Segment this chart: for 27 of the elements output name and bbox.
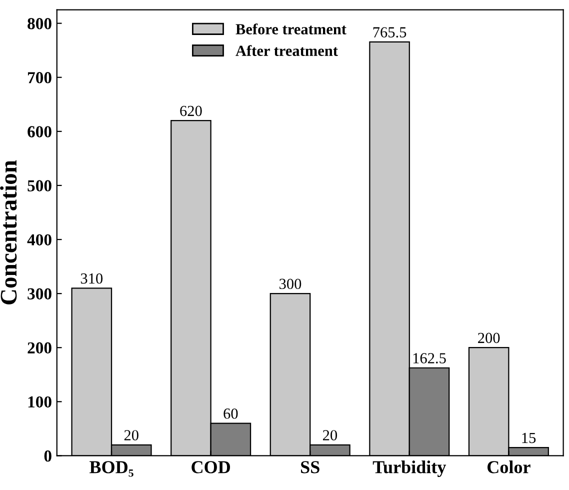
y-tick-label: 400 xyxy=(27,234,52,246)
y-tick-label: 300 xyxy=(28,288,52,300)
y-tick-label: 700 xyxy=(28,72,52,84)
y-tick-label: 100 xyxy=(28,396,52,408)
y-tick-label: 200 xyxy=(28,342,52,354)
data-label: 162.5 xyxy=(413,353,446,364)
data-label: 765.5 xyxy=(373,27,406,38)
x-tick-label: COD xyxy=(192,461,230,474)
data-label: 200 xyxy=(478,332,500,344)
data-label: 620 xyxy=(180,106,202,116)
y-tick-label: 500 xyxy=(28,180,52,192)
data-label: 20 xyxy=(322,430,338,440)
x-tick-label: BOD₅ xyxy=(90,461,134,477)
data-label: 15 xyxy=(522,432,536,444)
y-tick-label: 0 xyxy=(44,450,52,462)
x-tick-label: Turbidity xyxy=(372,460,446,477)
x-tick-label: Color xyxy=(488,460,530,474)
y-tick-label: 600 xyxy=(28,126,52,138)
x-tick-label: SS xyxy=(301,461,320,474)
y-axis-title: Concentration xyxy=(0,160,17,304)
legend-label: After treatment xyxy=(236,45,338,56)
y-tick-label: 800 xyxy=(28,18,52,30)
data-label: 60 xyxy=(224,408,238,419)
data-label: 310 xyxy=(80,273,103,284)
data-label: 20 xyxy=(124,430,138,440)
legend-label: Before treatment xyxy=(236,23,346,34)
data-label: 300 xyxy=(280,278,302,290)
